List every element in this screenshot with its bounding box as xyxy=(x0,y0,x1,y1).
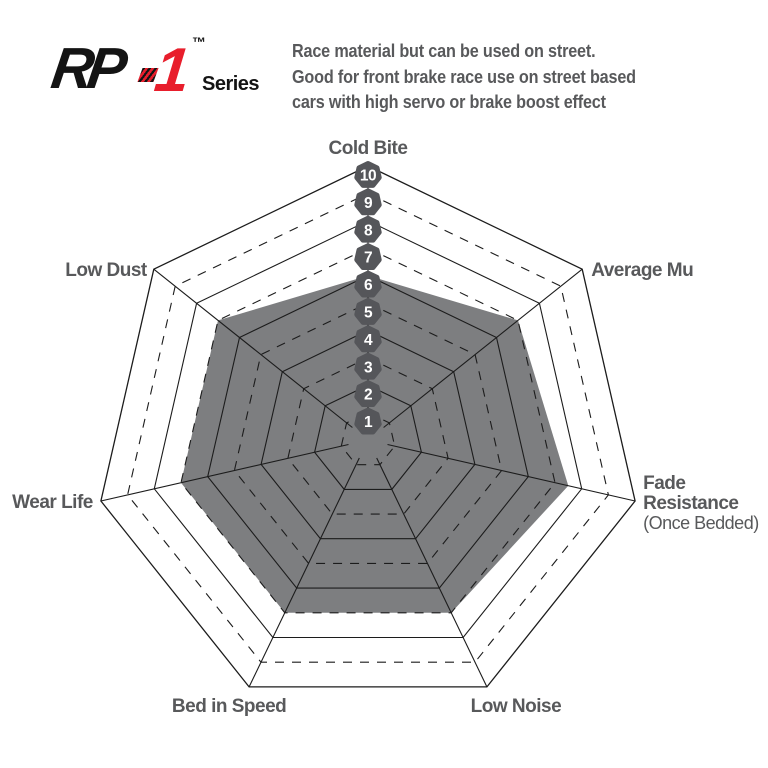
scale-badge-shape xyxy=(354,161,382,188)
trademark-symbol: ™ xyxy=(192,34,206,50)
scale-badge-2: 2 xyxy=(354,380,382,408)
rp1-logo: RP 1 ™ Series xyxy=(48,34,272,106)
scale-badge-number: 9 xyxy=(364,195,373,212)
scale-badge-3: 3 xyxy=(354,352,382,380)
scale-badge-number: 3 xyxy=(364,359,373,376)
description-line: cars with high servo or brake boost effe… xyxy=(292,92,606,112)
scale-badge-shape xyxy=(354,325,382,353)
scale-badge-shape xyxy=(354,243,382,271)
axis-spoke-average-mu xyxy=(383,268,583,428)
axis-label-bed-in-speed: Bed in Speed xyxy=(172,696,286,717)
grid-ring-9 xyxy=(127,192,609,663)
scale-badge-number: 8 xyxy=(364,222,373,239)
scale-badge-7: 7 xyxy=(354,243,382,271)
scale-badge-6: 6 xyxy=(354,270,382,298)
scale-badge-shape xyxy=(354,407,382,435)
grid-ring-3 xyxy=(287,357,449,515)
grid-ring-7 xyxy=(180,247,556,614)
data-polygon xyxy=(181,275,569,613)
scale-badge-number: 7 xyxy=(364,250,372,267)
axis-spoke-fade-resistance xyxy=(387,443,636,502)
axis-spoke-bed-in-speed xyxy=(248,457,360,688)
scale-badge-number: 1 xyxy=(364,414,373,431)
scale-badge-shape xyxy=(354,380,382,408)
axis-label-low-noise: Low Noise xyxy=(471,696,562,717)
scale-badge-4: 4 xyxy=(354,325,382,353)
grid-ring-4 xyxy=(260,329,476,540)
scale-badge-number: 2 xyxy=(364,387,372,404)
axis-spoke-wear-life xyxy=(100,443,349,502)
scale-badge-shape xyxy=(354,215,382,243)
axis-label-average-mu: Average Mu xyxy=(591,260,693,281)
scale-badge-number: 4 xyxy=(364,332,373,349)
scale-badge-number: 5 xyxy=(364,305,373,322)
grid-ring-8 xyxy=(153,220,583,639)
description-line: Good for front brake race use on street … xyxy=(292,66,636,87)
grid-ring-10 xyxy=(100,165,636,688)
grid-ring-2 xyxy=(314,384,422,490)
axis-spoke-low-noise xyxy=(376,457,488,688)
scale-badge-shape xyxy=(354,352,382,380)
axis-label-low-dust: Low Dust xyxy=(65,260,148,281)
scale-badge-shape xyxy=(354,298,382,325)
grid-ring-6 xyxy=(207,274,529,589)
scale-badge-5: 5 xyxy=(354,298,382,325)
axis-label-wear-life: Wear Life xyxy=(12,492,93,513)
axis-spoke-low-dust xyxy=(153,268,353,428)
grid-ring-5 xyxy=(233,302,503,564)
logo-series-text: Series xyxy=(202,73,260,95)
scale-badge-8: 8 xyxy=(354,215,382,243)
grid-ring-1 xyxy=(340,411,396,466)
description-line: Race material but can be used on street. xyxy=(292,41,596,61)
scale-badge-1: 1 xyxy=(354,407,382,435)
axis-label-cold-bite: Cold Bite xyxy=(329,138,408,159)
scale-badge-shape xyxy=(354,188,382,216)
scale-badge-number: 6 xyxy=(364,277,373,294)
scale-badge-number: 10 xyxy=(360,168,376,185)
scale-badge-10: 10 xyxy=(354,161,382,188)
scale-badge-9: 9 xyxy=(354,188,382,216)
axis-label-fade-resistance: Fade xyxy=(643,473,685,494)
product-description: Race material but can be used on street.… xyxy=(292,39,679,116)
axis-label-fade-resistance: Resistance xyxy=(643,493,738,514)
scale-badge-shape xyxy=(354,270,382,298)
axis-note-fade-resistance: (Once Bedded) xyxy=(643,513,759,533)
